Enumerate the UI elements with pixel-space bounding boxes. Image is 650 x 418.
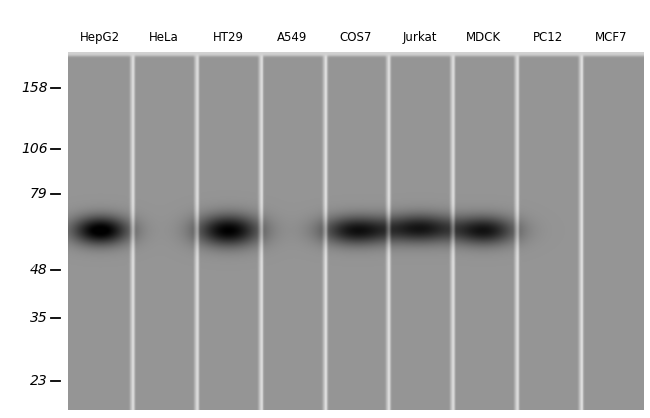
Text: 158: 158 [21, 82, 48, 95]
Text: COS7: COS7 [340, 31, 372, 44]
Text: 35: 35 [30, 311, 48, 325]
Text: Jurkat: Jurkat [402, 31, 437, 44]
Text: A549: A549 [277, 31, 307, 44]
Text: HepG2: HepG2 [80, 31, 120, 44]
Text: MCF7: MCF7 [595, 31, 628, 44]
Text: PC12: PC12 [532, 31, 563, 44]
Text: HT29: HT29 [213, 31, 244, 44]
Text: MDCK: MDCK [466, 31, 501, 44]
Text: 79: 79 [30, 187, 48, 201]
Text: HeLa: HeLa [150, 31, 179, 44]
Text: 23: 23 [30, 375, 48, 388]
Text: 106: 106 [21, 142, 48, 156]
Text: 48: 48 [30, 263, 48, 277]
